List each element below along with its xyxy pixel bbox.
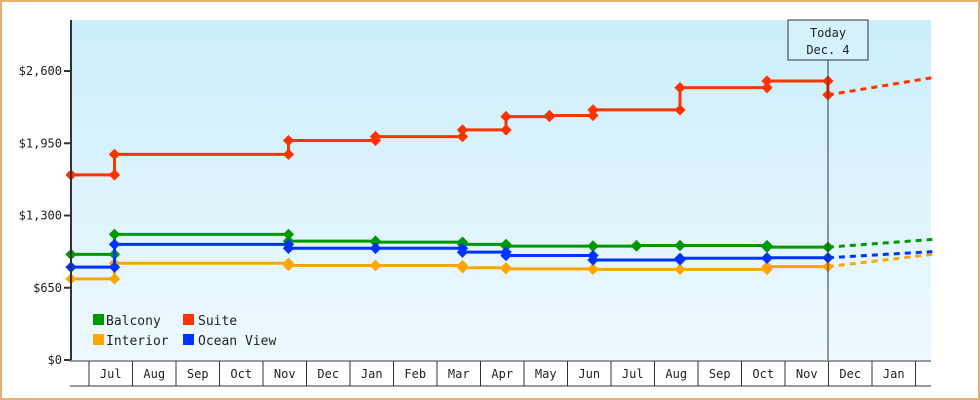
x-tick-label: Sep (187, 367, 209, 381)
x-tick-label: Oct (752, 367, 774, 381)
x-tick-label: Jul (622, 367, 644, 381)
x-tick-label: Jul (100, 367, 122, 381)
today-date: Dec. 4 (806, 43, 849, 57)
legend: Balcony Suite Interior Ocean View (93, 314, 276, 349)
x-tick-label: Apr (491, 367, 513, 381)
x-tick-label: Jun (578, 367, 600, 381)
legend-label-suite: Suite (198, 314, 237, 329)
series-ocean-view (65, 238, 933, 273)
y-tick-label: $0 (48, 353, 62, 367)
legend-label-ocean-view: Ocean View (198, 334, 276, 349)
x-tick-label: Aug (143, 367, 165, 381)
x-tick-label: Feb (404, 367, 426, 381)
plot-area (71, 20, 931, 360)
legend-swatch-interior (93, 334, 104, 345)
x-tick-label: Nov (274, 367, 296, 381)
x-tick-label: Oct (230, 367, 252, 381)
y-tick-label: $1,950 (19, 136, 62, 150)
x-tick-label: Mar (448, 367, 470, 381)
series-layer (65, 75, 933, 285)
x-tick-label: Jan (883, 367, 905, 381)
x-tick-label: Nov (796, 367, 818, 381)
x-tick-label: Dec (317, 367, 339, 381)
legend-label-balcony: Balcony (106, 314, 161, 329)
today-label: Today (810, 26, 846, 40)
y-tick-label: $1,300 (19, 209, 62, 223)
today-marker: Today Dec. 4 (787, 19, 869, 360)
legend-swatch-ocean-view (183, 334, 194, 345)
y-tick-label: $2,600 (19, 64, 62, 78)
legend-swatch-suite (183, 314, 194, 325)
y-axis: $0 $650 $1,300 $1,950 $2,600 (19, 64, 71, 367)
x-tick-label: Sep (709, 367, 731, 381)
x-tick-label: Jan (361, 367, 383, 381)
legend-swatch-balcony (93, 314, 104, 325)
y-tick-label: $650 (33, 281, 62, 295)
axes (70, 20, 931, 387)
x-tick-label: Dec (839, 367, 861, 381)
x-tick-label: Aug (665, 367, 687, 381)
legend-label-interior: Interior (106, 334, 169, 349)
x-axis: Jul Aug Sep Oct Nov Dec Jan Feb Mar Apr May Jun Jul A… (88, 361, 916, 386)
x-tick-label: May (535, 367, 557, 381)
